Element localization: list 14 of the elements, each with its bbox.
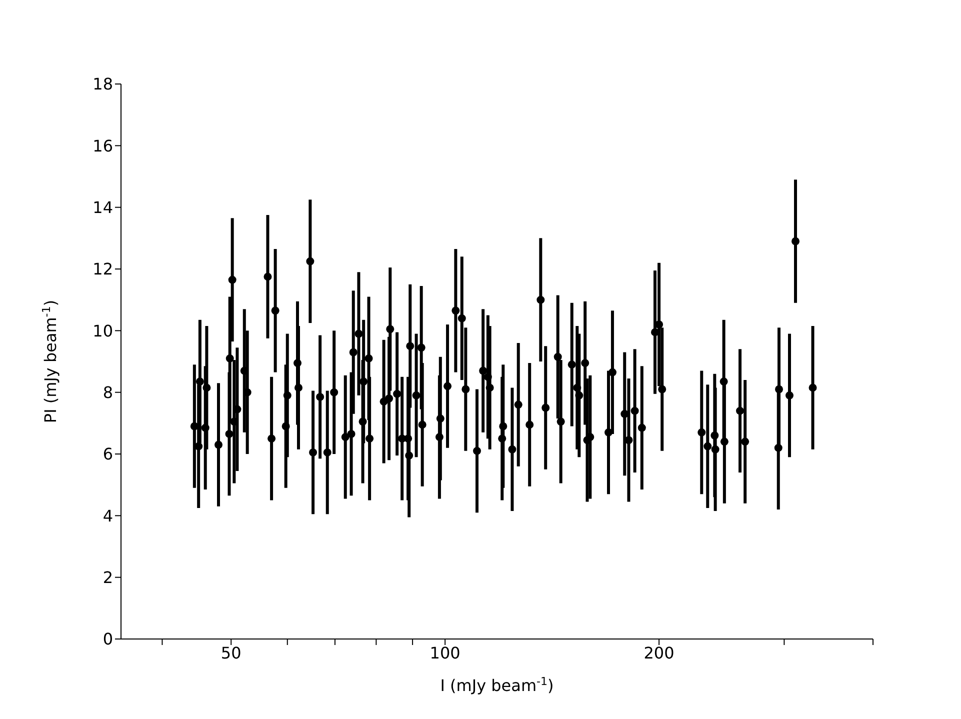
y-tick-label: 14 <box>92 198 113 218</box>
y-tick-label: 8 <box>102 383 113 402</box>
x-axis-title: I (mJy beam$^{-1}$) <box>440 674 554 695</box>
x-tick-label: 50 <box>220 643 242 662</box>
y-tick-label: 10 <box>92 321 113 340</box>
y-tick-label: 0 <box>102 630 113 649</box>
y-tick-label: 6 <box>102 444 113 464</box>
y-tick-label: 18 <box>92 74 113 94</box>
y-tick-label: 16 <box>92 136 113 156</box>
x-tick-label: 100 <box>430 643 460 662</box>
y-tick-label: 2 <box>102 568 113 588</box>
y-tick-label: 12 <box>92 260 113 279</box>
y-tick-label: 4 <box>102 506 113 526</box>
x-tick-label: 200 <box>644 643 674 662</box>
